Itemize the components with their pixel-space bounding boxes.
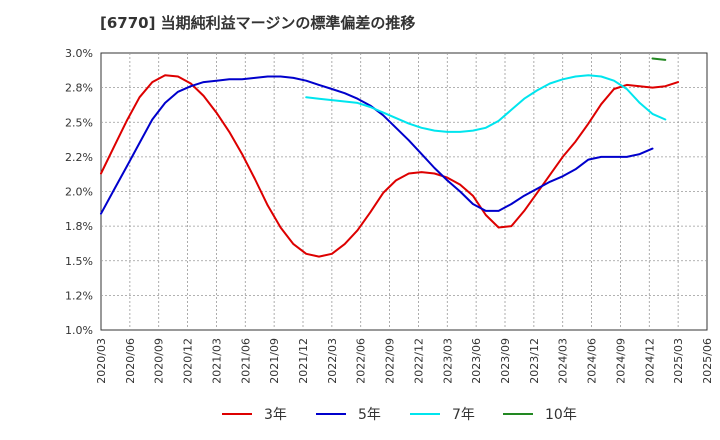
y-tick-label: 2.5%	[65, 116, 93, 129]
x-tick-label: 2023/09	[499, 338, 512, 384]
x-tick-label: 2021/03	[210, 338, 223, 384]
legend: 3年 5年 7年 10年	[222, 407, 577, 423]
x-axis-tick-labels: 2020/03 2020/06 2020/09 2020/12 2021/03 2021/…	[95, 338, 714, 384]
x-tick-label: 2020/12	[182, 338, 195, 384]
legend-label: 5年	[358, 407, 381, 423]
legend-label: 3年	[264, 407, 287, 423]
x-tick-label: 2023/12	[528, 338, 541, 384]
series-line-4	[651, 57, 667, 61]
y-tick-label: 2.0%	[65, 186, 93, 199]
x-tick-label: 2020/09	[153, 338, 166, 384]
x-tick-label: 2022/12	[412, 338, 425, 384]
legend-label: 7年	[452, 407, 475, 423]
x-tick-label: 2023/06	[470, 338, 483, 384]
x-tick-label: 2025/03	[672, 338, 685, 384]
chart-title: [6770] 当期純利益マージンの標準偏差の推移	[100, 14, 416, 32]
x-tick-label: 2021/09	[268, 338, 281, 384]
plot-frame	[100, 52, 708, 331]
y-tick-label: 3.0%	[65, 47, 93, 60]
y-tick-label: 2.8%	[65, 82, 93, 95]
x-tick-label: 2021/06	[239, 338, 252, 384]
plot-area	[100, 52, 708, 331]
x-tick-label: 2022/03	[326, 338, 339, 384]
grid-lines	[101, 53, 707, 330]
x-tick-label: 2023/03	[441, 338, 454, 384]
series-line-1	[100, 74, 680, 258]
y-tick-label: 2.2%	[65, 151, 93, 164]
y-tick-label: 1.2%	[65, 289, 93, 302]
y-tick-label: 1.0%	[65, 324, 93, 337]
x-tick-label: 2022/09	[384, 338, 397, 384]
x-tick-label: 2025/06	[701, 338, 714, 384]
x-tick-label: 2020/06	[124, 338, 137, 384]
x-tick-label: 2021/12	[297, 338, 310, 384]
x-tick-label: 2024/12	[643, 338, 656, 384]
x-tick-label: 2022/06	[355, 338, 368, 384]
y-tick-label: 1.5%	[65, 255, 93, 268]
x-tick-label: 2024/06	[586, 338, 599, 384]
x-tick-label: 2024/03	[557, 338, 570, 384]
y-tick-label: 1.8%	[65, 220, 93, 233]
series-line-3	[305, 74, 667, 133]
series-lines	[100, 57, 680, 258]
x-tick-label: 2024/09	[614, 338, 627, 384]
x-tick-label: 2020/03	[95, 338, 108, 384]
legend-label: 10年	[545, 407, 577, 423]
y-axis-tick-labels: 1.0% 1.2% 1.5% 1.8% 2.0% 2.2% 2.5% 2.8% 3.0%	[65, 47, 93, 337]
